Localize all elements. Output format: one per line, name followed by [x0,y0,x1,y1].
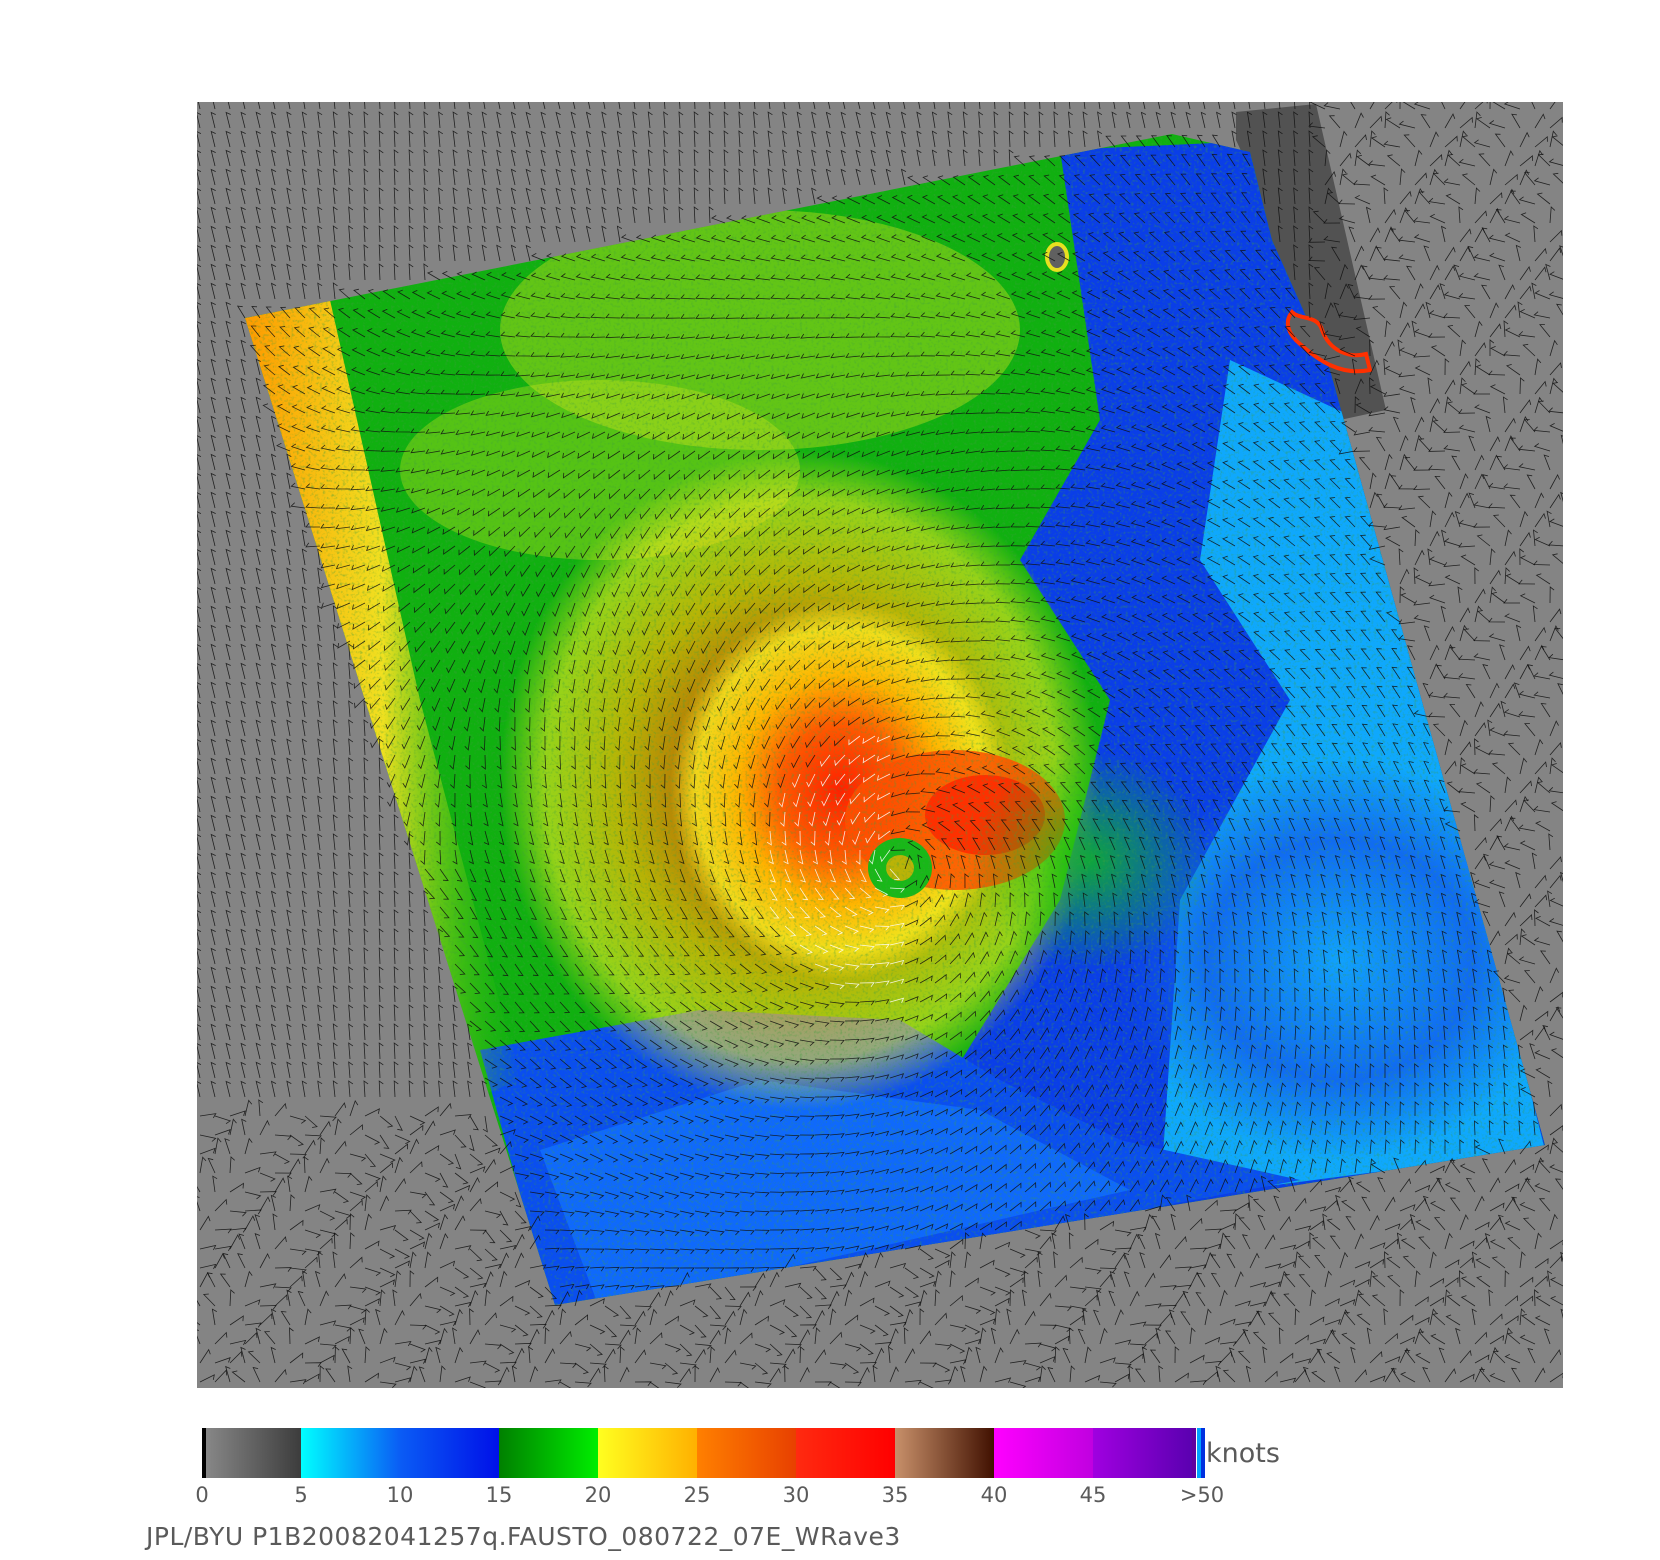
colorbar-tick-label: 45 [1079,1483,1107,1507]
colorbar-start-marker [202,1428,206,1478]
colorbar-tick-label: 35 [881,1483,909,1507]
colorbar-segment [400,1428,500,1478]
colorbar-tick-label: 10 [386,1483,414,1507]
colorbar-tick-label: 5 [294,1483,308,1507]
colorbar-segment [994,1428,1094,1478]
colorbar-segment [202,1428,302,1478]
colorbar-segment [499,1428,599,1478]
colorbar-segment [697,1428,797,1478]
figure-caption: JPL/BYU P1B20082041257q.FAUSTO_080722_07… [146,1522,901,1551]
colorbar [202,1428,1205,1478]
colorbar-units-label: knots [1206,1438,1280,1469]
colorbar-tick-label: 25 [683,1483,711,1507]
colorbar-overflow-marker [1192,1428,1196,1478]
island-north [1045,242,1069,272]
coastline-land [1236,104,1386,420]
colorbar-overflow-marker [1201,1428,1205,1478]
colorbar-segment [598,1428,698,1478]
colorbar-tick-label: 15 [485,1483,513,1507]
baja-coast-fragment [1285,309,1373,374]
colorbar-tick-label: 30 [782,1483,810,1507]
colorbar-segment [895,1428,995,1478]
colorbar-segment [301,1428,401,1478]
colorbar-tick-label: 40 [980,1483,1008,1507]
wind-vector-field [197,102,1563,1388]
colorbar-overflow-marker [1197,1428,1201,1478]
colorbar-segment [1093,1428,1193,1478]
colorbar-tick-label: >50 [1179,1483,1225,1507]
colorbar-segment [796,1428,896,1478]
colorbar-tick-label: 20 [584,1483,612,1507]
colorbar-tick-label: 0 [195,1483,209,1507]
